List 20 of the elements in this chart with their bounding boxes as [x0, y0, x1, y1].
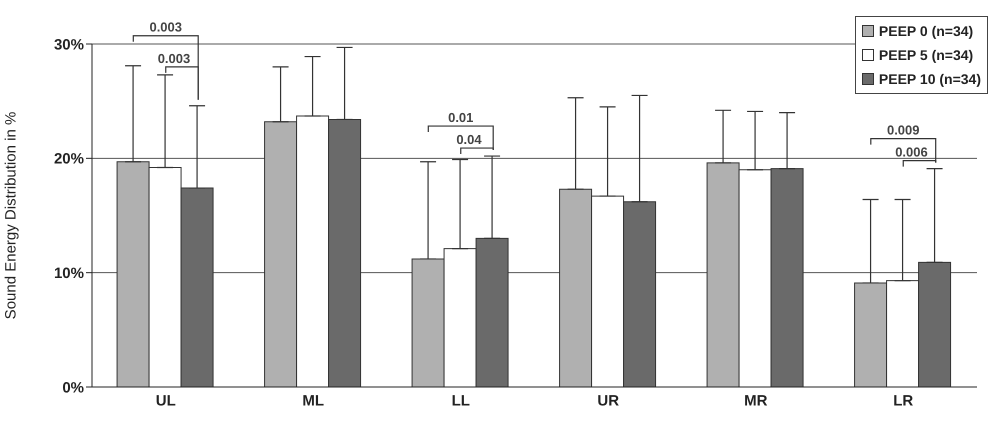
x-tick-label: ML — [302, 392, 324, 410]
annotation: 0.003 — [158, 50, 190, 66]
x-tick-label: LR — [893, 392, 914, 410]
x-tick-label: LL — [452, 392, 470, 410]
annotation: 0.04 — [456, 132, 482, 148]
y-tick-label: 20% — [54, 150, 84, 168]
y-tick-label: 0% — [62, 379, 84, 396]
x-tick-label: UR — [597, 392, 620, 410]
annotation: 0.006 — [895, 144, 928, 160]
legend-label: PEEP 5 (n=34) — [878, 47, 974, 63]
annotation: 0.01 — [448, 110, 474, 126]
annotation: 0.009 — [886, 122, 920, 138]
y-tick-label: 10% — [54, 264, 84, 282]
x-tick-label: MR — [744, 392, 768, 410]
legend-label: PEEP 0 (n=34) — [878, 23, 974, 39]
text: 0.003 — [149, 20, 182, 35]
x-tick-label: UL — [156, 392, 176, 410]
legend-label: PEEP 10 (n=34) — [878, 71, 981, 87]
y-tick-label: 30% — [54, 36, 84, 54]
y-axis-title: Sound Energy Distribution in % — [2, 112, 20, 320]
